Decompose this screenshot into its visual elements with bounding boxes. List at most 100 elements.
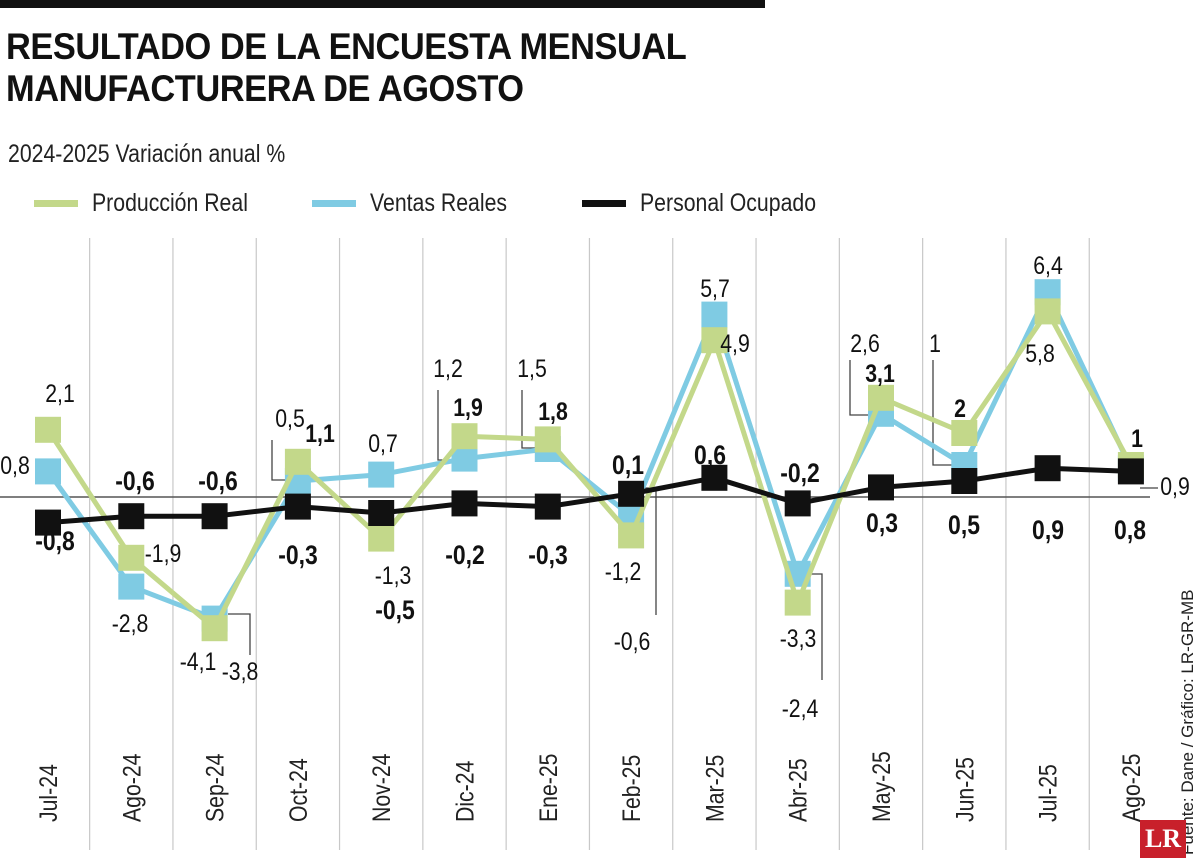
- x-tick-label: Jul-25: [1034, 764, 1062, 822]
- data-point: [1034, 298, 1061, 325]
- data-point: [951, 468, 978, 494]
- data-point: [868, 384, 894, 411]
- data-point: [451, 490, 478, 517]
- x-tick-label: Ene-25: [534, 754, 562, 822]
- data-point: [368, 500, 395, 526]
- data-label: -2,8: [112, 609, 149, 637]
- data-label: 4,9: [720, 329, 750, 357]
- data-label: 1,1: [305, 419, 335, 447]
- x-tick-label: Ago-24: [118, 753, 146, 822]
- data-point: [118, 573, 145, 600]
- legend-label-ventas: Ventas Reales: [370, 188, 508, 217]
- data-label: 1,8: [538, 397, 568, 425]
- data-point: [868, 474, 894, 501]
- x-tick-label: Jul-24: [34, 764, 62, 822]
- data-point: [784, 490, 811, 517]
- x-tick-label: Dic-24: [451, 761, 479, 822]
- data-point: [368, 461, 395, 488]
- series-produccion: [35, 298, 1144, 642]
- data-point: [35, 509, 61, 536]
- data-label: 1,9: [453, 393, 483, 421]
- legend-swatch-personal: [582, 199, 626, 207]
- data-point: [201, 503, 228, 530]
- data-point: [201, 615, 228, 642]
- data-label: 5,8: [1025, 339, 1055, 367]
- data-label: 2: [954, 394, 966, 422]
- data-point: [284, 448, 311, 475]
- data-label: -1,9: [145, 539, 182, 567]
- data-point: [284, 493, 311, 520]
- data-label: -3,3: [780, 624, 817, 652]
- data-label: -2,4: [782, 694, 819, 722]
- top-rule: [0, 0, 765, 8]
- data-label: 0,8: [1114, 515, 1146, 545]
- data-point: [951, 420, 978, 446]
- data-point: [534, 426, 561, 453]
- data-label: -0,6: [115, 466, 155, 496]
- data-point: [368, 525, 395, 552]
- data-label: 6,4: [1033, 251, 1063, 279]
- legend-item-produccion: Producción Real: [34, 185, 275, 221]
- data-label: -0,8: [35, 526, 75, 556]
- data-label: -0,3: [278, 540, 318, 570]
- legend-label-personal: Personal Ocupado: [640, 188, 817, 217]
- data-label: -1,3: [375, 561, 412, 589]
- data-point: [118, 544, 145, 571]
- legend-swatch-ventas: [312, 199, 356, 207]
- lr-logo: LR: [1140, 820, 1186, 858]
- data-point: [451, 423, 478, 450]
- data-label: -0,3: [528, 540, 568, 570]
- x-tick-label: Ago-25: [1117, 754, 1145, 822]
- data-point: [618, 522, 645, 549]
- data-label: -0,6: [614, 627, 651, 655]
- data-point: [118, 503, 145, 530]
- data-point: [1117, 458, 1144, 485]
- x-tick-label: May-25: [867, 751, 895, 822]
- data-label: 0,9: [1160, 472, 1190, 500]
- data-label: 1,2: [433, 354, 463, 382]
- data-label: -0,2: [445, 540, 485, 570]
- data-label: 0,1: [612, 450, 644, 480]
- data-label: 0,7: [368, 429, 398, 457]
- title-line-1: RESULTADO DE LA ENCUESTA MENSUAL: [6, 26, 687, 67]
- data-label: 1: [929, 329, 941, 357]
- data-point: [701, 464, 728, 491]
- data-point: [534, 493, 561, 520]
- data-label: 1: [1131, 424, 1143, 452]
- legend-item-personal: Personal Ocupado: [582, 185, 847, 221]
- data-label: -3,8: [222, 657, 259, 685]
- data-label: 0,5: [275, 404, 305, 432]
- x-tick-label: Feb-25: [617, 755, 645, 822]
- data-label: -1,2: [605, 557, 642, 585]
- x-tick-label: Jun-25: [951, 757, 979, 822]
- data-label: 2,6: [850, 329, 880, 357]
- x-tick-label: Sep-24: [201, 753, 229, 822]
- data-label: 2,1: [45, 379, 75, 407]
- data-label: -0,2: [780, 458, 820, 488]
- chart-subtitle: 2024-2025 Variación anual %: [8, 140, 286, 168]
- chart-title: RESULTADO DE LA ENCUESTA MENSUAL MANUFAC…: [6, 26, 687, 110]
- x-tick-label: Nov-24: [368, 753, 396, 822]
- title-line-2: MANUFACTURERA DE AGOSTO: [6, 68, 524, 109]
- data-label: -0,6: [198, 466, 238, 496]
- data-label: -0,5: [375, 595, 415, 625]
- source-note: Fuente: Dane / Gráfico: LR-GR-MB: [1178, 589, 1197, 855]
- data-label: 3,1: [865, 359, 895, 387]
- data-label: 0,5: [948, 510, 980, 540]
- series-personal: [35, 455, 1144, 536]
- data-point: [784, 589, 811, 616]
- data-label: 0,6: [694, 440, 726, 470]
- series-line: [47, 465, 1131, 526]
- legend-swatch-produccion: [34, 199, 78, 207]
- legend-item-ventas: Ventas Reales: [312, 185, 531, 221]
- x-tick-label: Mar-25: [701, 755, 729, 822]
- series-line: [45, 308, 1134, 631]
- data-label: 5,7: [700, 274, 730, 302]
- data-point: [35, 416, 61, 443]
- x-tick-label: Oct-24: [284, 758, 312, 822]
- data-point: [701, 301, 728, 328]
- data-label: 0,9: [1032, 515, 1064, 545]
- data-point: [618, 480, 645, 507]
